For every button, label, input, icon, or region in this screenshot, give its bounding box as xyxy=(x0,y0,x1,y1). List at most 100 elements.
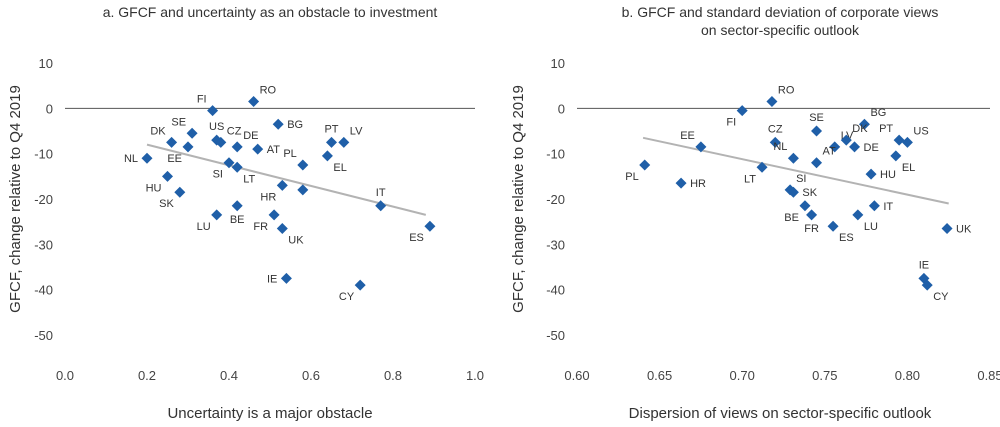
point-label: DK xyxy=(852,123,868,135)
y-tick-label: -20 xyxy=(34,192,53,207)
point-es xyxy=(424,220,436,232)
point-hu xyxy=(865,168,877,180)
chart-panel-a: a. GFCF and uncertainty as an obstacle t… xyxy=(7,4,484,422)
point-bg xyxy=(272,118,284,130)
chart-title: on sector-specific outlook xyxy=(701,22,860,38)
point-be xyxy=(231,200,243,212)
point-label: FI xyxy=(726,117,736,129)
point-label: UK xyxy=(288,234,304,246)
point-fr xyxy=(806,209,818,221)
y-axis-title: GFCF, change relative to Q4 2019 xyxy=(510,85,527,313)
point-cz xyxy=(769,136,781,148)
point-uk xyxy=(276,222,288,234)
x-tick-label: 0.85 xyxy=(977,368,1000,383)
point-label: FR xyxy=(804,223,819,235)
point-label: ES xyxy=(409,232,424,244)
x-tick-label: 0.8 xyxy=(384,368,402,383)
point-label: CY xyxy=(339,291,355,303)
x-tick-label: 0.60 xyxy=(564,368,589,383)
point-label: AT xyxy=(267,144,281,156)
point-pl xyxy=(297,159,309,171)
y-tick-label: 0 xyxy=(46,101,53,116)
point-label: US xyxy=(913,125,928,137)
x-tick-label: 0.65 xyxy=(647,368,672,383)
point-el xyxy=(890,150,902,162)
point-pl xyxy=(639,159,651,171)
x-tick-label: 0.0 xyxy=(56,368,74,383)
point-label: RO xyxy=(778,85,795,97)
point-label: DK xyxy=(150,125,166,137)
point-label: PL xyxy=(625,171,638,183)
y-tick-label: -40 xyxy=(546,283,565,298)
point-label: LV xyxy=(350,125,363,137)
point-label: CZ xyxy=(768,123,783,135)
x-axis-title: Dispersion of views on sector-specific o… xyxy=(629,405,932,422)
y-tick-label: 10 xyxy=(551,56,565,71)
y-tick-label: -30 xyxy=(34,237,53,252)
point-dk xyxy=(166,136,178,148)
point-label: IE xyxy=(267,273,277,285)
point-label: DE xyxy=(243,130,258,142)
point-it xyxy=(868,200,880,212)
point-hu xyxy=(162,170,173,182)
point-cz xyxy=(215,136,227,148)
x-tick-label: 0.2 xyxy=(138,368,156,383)
point-cy xyxy=(354,279,366,291)
point-hr xyxy=(675,177,687,189)
point-it xyxy=(297,184,309,196)
point-lt xyxy=(231,161,243,173)
point-label: SK xyxy=(802,187,817,199)
point-label: EE xyxy=(167,153,182,165)
point-label: SI xyxy=(213,169,223,181)
trend-line xyxy=(642,136,949,205)
point-label: US xyxy=(209,121,224,133)
point-label: LU xyxy=(864,221,878,233)
point-label: HR xyxy=(260,191,276,203)
point-us xyxy=(901,136,913,148)
point-label: HU xyxy=(880,169,896,181)
point-label: BG xyxy=(287,119,303,131)
point-sk xyxy=(174,186,186,198)
point-label: PL xyxy=(283,148,296,160)
point-label: EE xyxy=(680,130,695,142)
y-axis-title: GFCF, change relative to Q4 2019 xyxy=(7,85,24,313)
point-cy xyxy=(921,279,933,291)
point-label: DE xyxy=(864,142,879,154)
point-fr xyxy=(268,209,280,221)
point-lt xyxy=(756,161,768,173)
point-label: SI xyxy=(796,173,806,185)
x-tick-label: 1.0 xyxy=(466,368,484,383)
point-label: LT xyxy=(744,173,756,185)
point-label: NL xyxy=(773,141,787,153)
point-lv xyxy=(829,141,841,153)
point-hr xyxy=(276,179,288,191)
point-it xyxy=(375,200,387,212)
point-label: EL xyxy=(902,162,915,174)
chart-panel-b: b. GFCF and standard deviation of corpor… xyxy=(510,4,1000,422)
point-label: BG xyxy=(870,107,886,119)
point-label: SE xyxy=(171,116,186,128)
y-tick-label: -10 xyxy=(34,147,53,162)
point-pt xyxy=(326,136,337,148)
point-label: PT xyxy=(324,123,338,135)
point-lu xyxy=(211,209,223,221)
point-label: CZ xyxy=(227,125,242,137)
y-tick-label: -40 xyxy=(34,283,53,298)
x-tick-label: 0.75 xyxy=(812,368,837,383)
point-label: SE xyxy=(809,112,824,124)
point-at xyxy=(252,143,264,155)
x-tick-label: 0.6 xyxy=(302,368,320,383)
x-tick-label: 0.80 xyxy=(895,368,920,383)
point-label: IE xyxy=(919,259,929,271)
point-label: IT xyxy=(883,201,893,213)
point-label: FI xyxy=(197,94,207,106)
point-be xyxy=(799,200,811,212)
chart-title: a. GFCF and uncertainty as an obstacle t… xyxy=(103,4,438,20)
point-label: RO xyxy=(260,85,277,97)
point-label: HR xyxy=(690,178,706,190)
y-tick-label: -30 xyxy=(546,237,565,252)
point-si xyxy=(223,157,235,169)
point-ee xyxy=(182,141,194,153)
point-label: FR xyxy=(253,221,268,233)
